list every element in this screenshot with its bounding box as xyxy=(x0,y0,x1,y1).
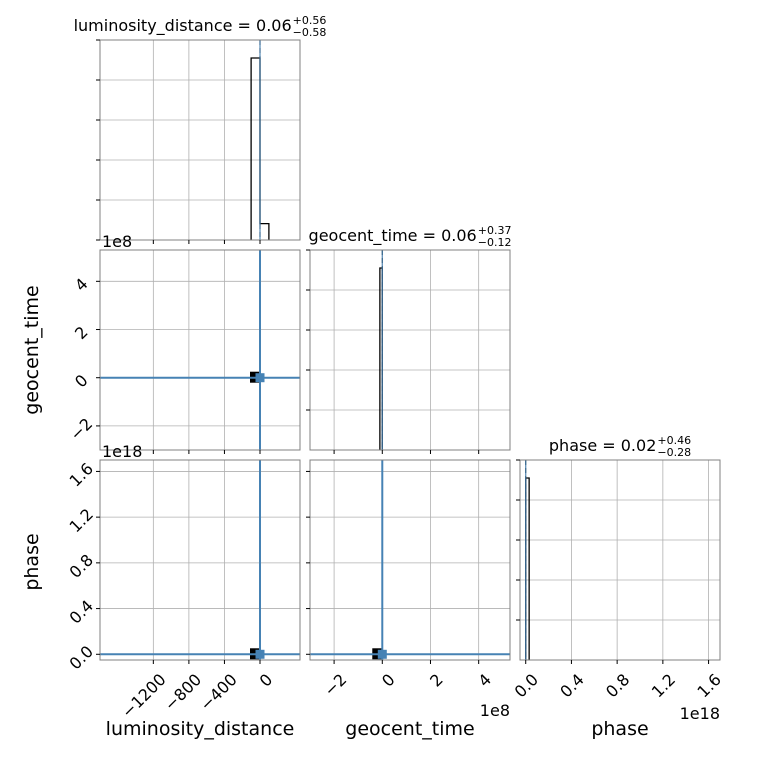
panel-frame xyxy=(99,39,301,241)
title-sup: +0.56 xyxy=(293,14,327,27)
title-sub: −0.28 xyxy=(657,446,691,459)
x-axis-label-phase: phase xyxy=(591,718,648,740)
panel-frame xyxy=(99,459,301,661)
y-tick-label: 1.2 xyxy=(66,505,97,536)
x-axis-label-luminosity-distance: luminosity_distance xyxy=(106,718,295,740)
y-tick-label: 0.4 xyxy=(66,596,97,627)
panel-frame xyxy=(309,459,511,661)
x-tick-label: 1.6 xyxy=(693,670,724,701)
x-tick-label: 0 xyxy=(256,670,277,691)
title-luminosity-distance: luminosity_distance = 0.06 +0.56−0.58 xyxy=(74,14,327,39)
y-axis-label-phase: phase xyxy=(21,533,43,590)
panel-frame xyxy=(309,249,511,451)
y-tick-label: 0 xyxy=(71,371,92,392)
offset-label-phase-y: 1e18 xyxy=(102,442,142,461)
x-tick-label: −800 xyxy=(161,670,206,715)
x-tick-label: 4 xyxy=(474,670,495,691)
title-main: phase = 0.02 xyxy=(549,436,656,455)
truth-marker xyxy=(255,649,265,659)
y-axis-label-geocent-time: geocent_time xyxy=(21,285,43,414)
y-tick-label: 0.0 xyxy=(66,642,97,673)
y-tick-label: 2 xyxy=(71,322,92,343)
grid-layer xyxy=(100,40,720,660)
y-tick-label: 4 xyxy=(71,274,92,295)
title-sup: +0.37 xyxy=(478,224,512,237)
panel-frame xyxy=(519,459,721,661)
x-axis-label-geocent-time: geocent_time xyxy=(345,718,474,740)
x-tick-label: −1200 xyxy=(118,670,170,722)
x-tick-label: 0.8 xyxy=(602,670,633,701)
y-tick-label: −2 xyxy=(66,414,96,444)
title-geocent-time: geocent_time = 0.06 +0.37−0.12 xyxy=(309,224,512,249)
truth-marker xyxy=(377,649,387,659)
y-tick-label: 0.8 xyxy=(66,550,97,581)
truth-marker xyxy=(255,373,265,383)
title-sub: −0.58 xyxy=(293,26,327,39)
offset-label-geocent-time-x: 1e8 xyxy=(480,701,510,720)
title-phase: phase = 0.02 +0.46−0.28 xyxy=(549,434,691,459)
title-sup: +0.46 xyxy=(657,434,691,447)
offset-label-geocent-time-y: 1e8 xyxy=(102,232,132,251)
data-layer xyxy=(100,40,530,660)
y-tick-label: 1.6 xyxy=(66,459,97,490)
x-tick-label: 0.0 xyxy=(511,670,542,701)
x-tick-label: 2 xyxy=(426,670,447,691)
x-tick-label: −2 xyxy=(320,670,350,700)
offset-label-phase-x: 1e18 xyxy=(680,704,720,723)
x-tick-label: −400 xyxy=(196,670,241,715)
x-tick-label: 0.4 xyxy=(556,670,587,701)
frame-layer xyxy=(96,39,721,664)
title-main: geocent_time = 0.06 xyxy=(309,226,477,246)
x-tick-label: 0 xyxy=(378,670,399,691)
x-tick-label: 1.2 xyxy=(648,670,679,701)
panel-frame xyxy=(99,249,301,451)
title-main: luminosity_distance = 0.06 xyxy=(74,16,292,36)
title-sub: −0.12 xyxy=(478,236,512,249)
